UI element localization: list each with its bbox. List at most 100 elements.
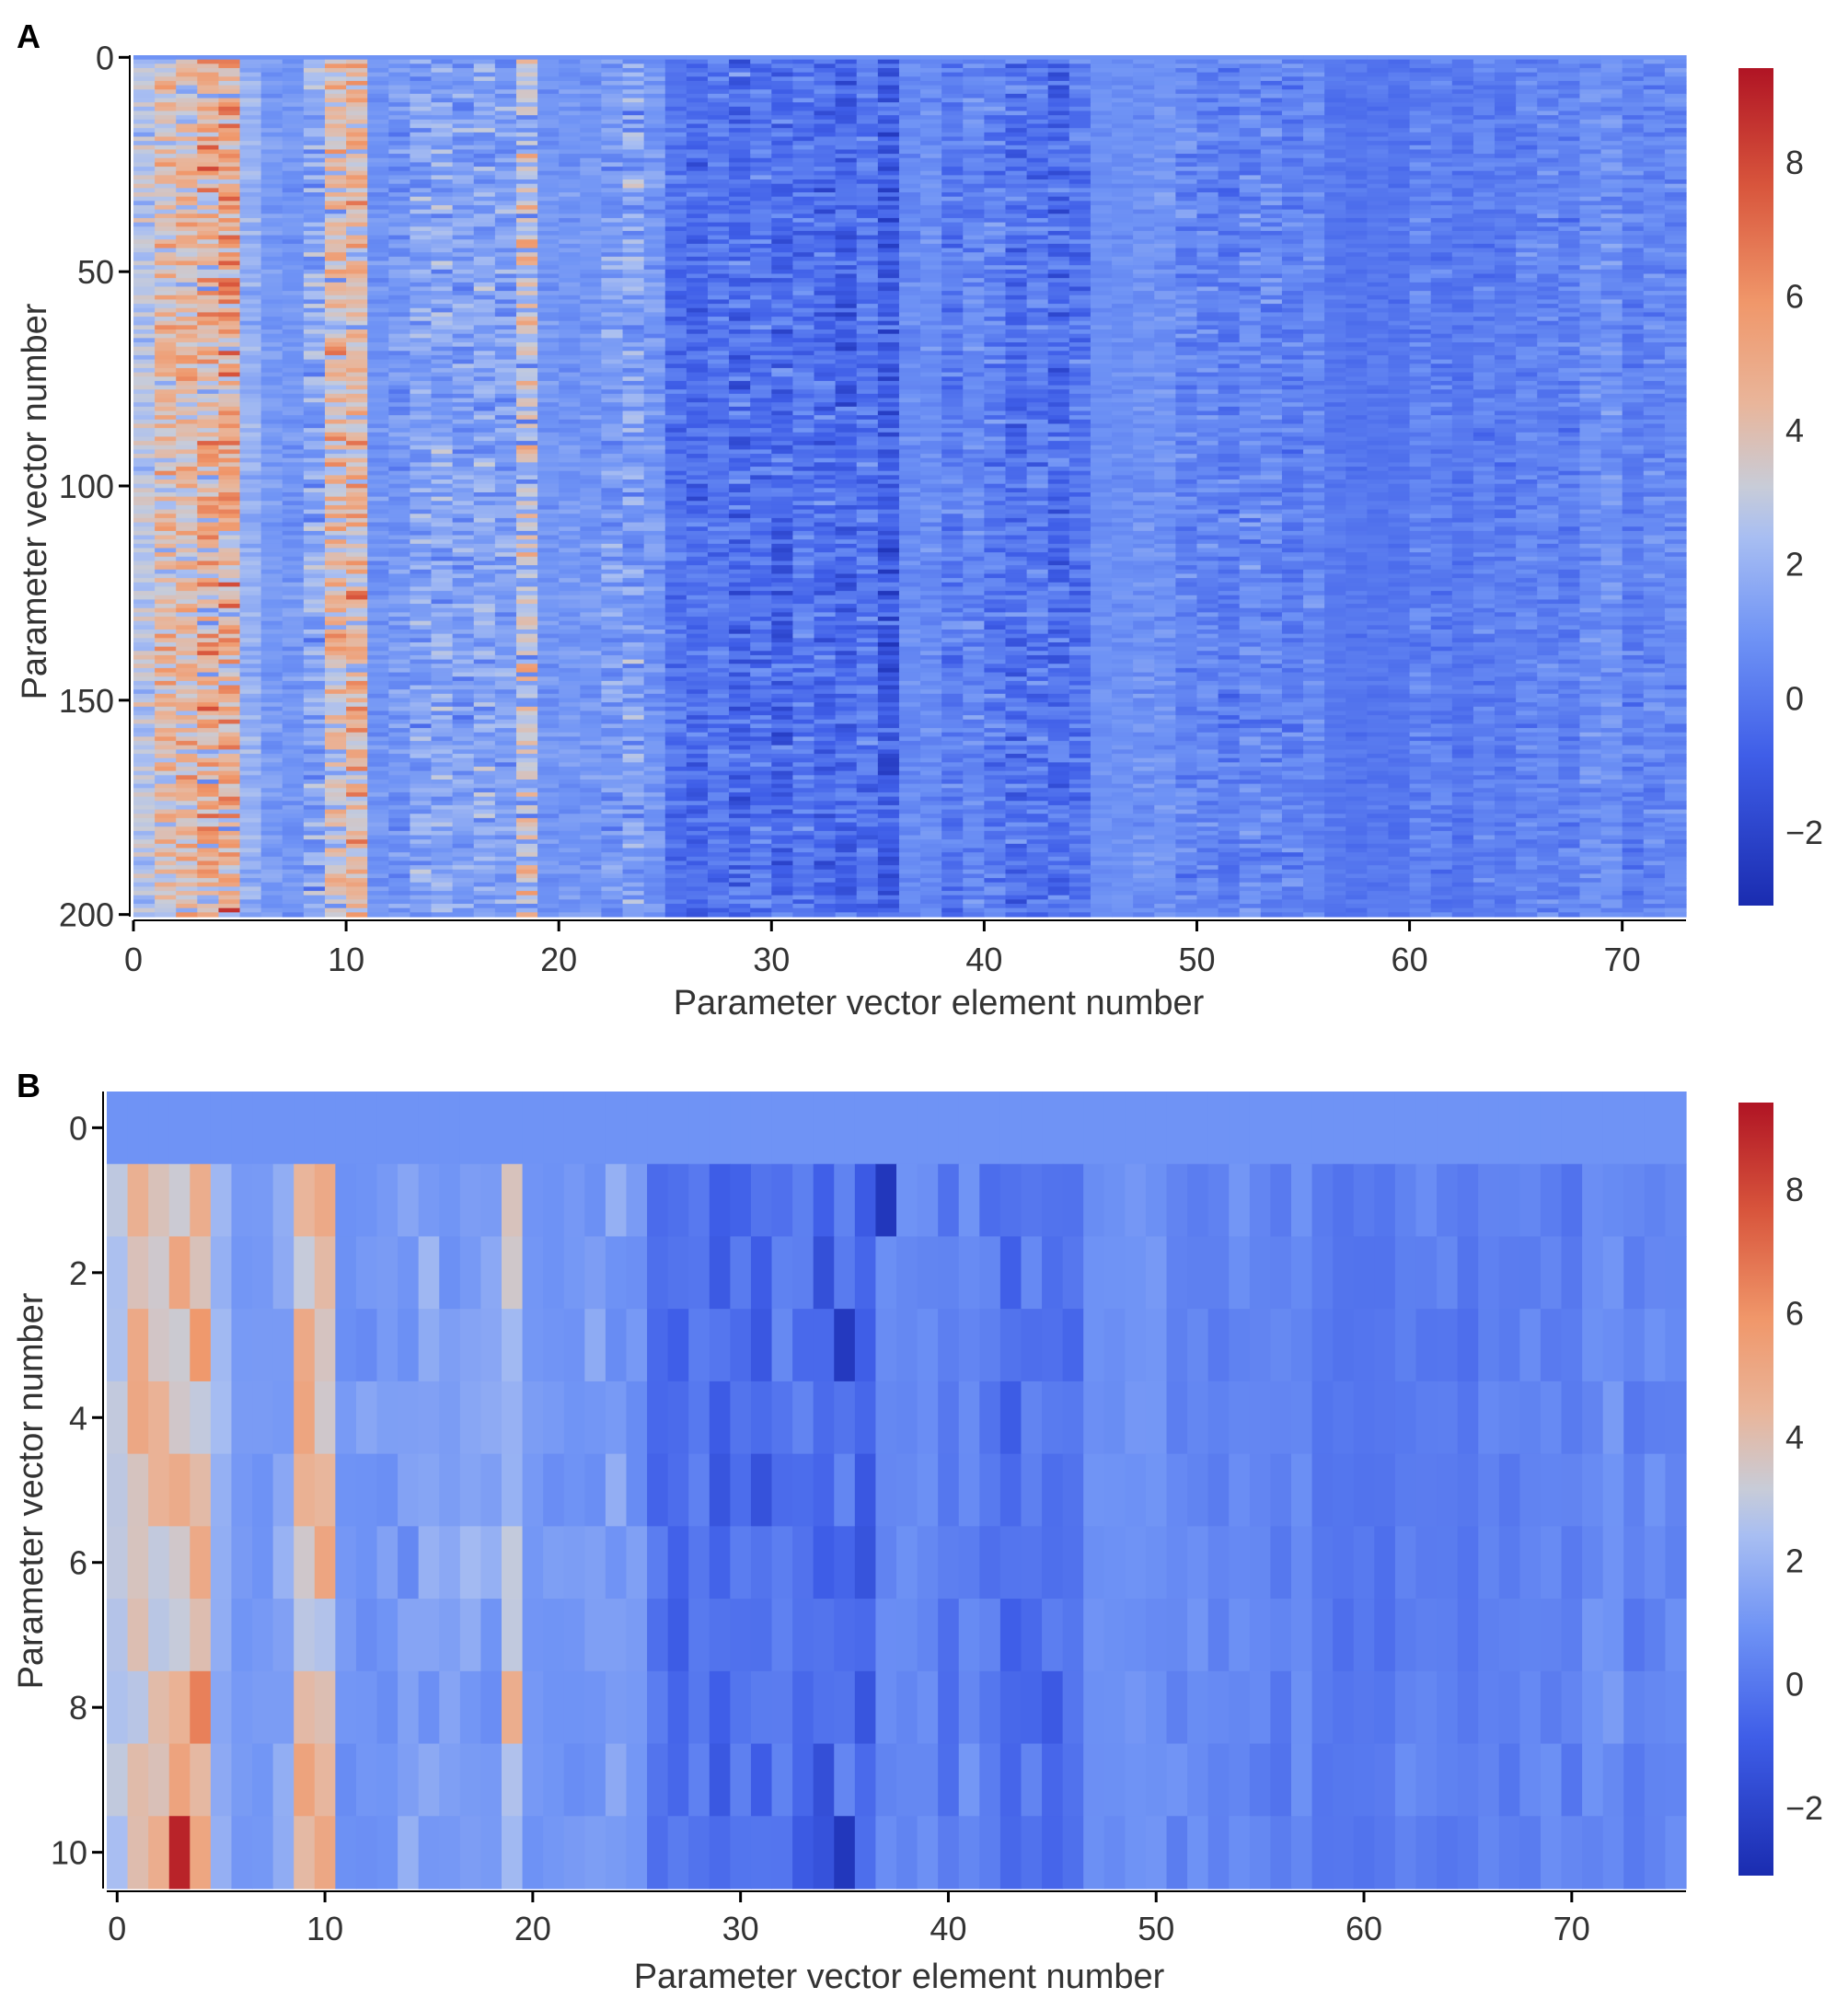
heat-cell	[686, 338, 709, 343]
heat-cell	[580, 115, 603, 121]
heat-cell	[260, 239, 283, 245]
heat-cell	[537, 299, 560, 305]
heat-cell	[473, 282, 496, 288]
heat-cell	[1154, 110, 1176, 116]
heat-cell	[367, 76, 389, 82]
heat-cell	[282, 154, 305, 159]
heat-cell	[1558, 273, 1581, 279]
heat-cell	[1664, 304, 1687, 309]
heat-cell	[1451, 149, 1474, 155]
heat-cell	[963, 72, 985, 77]
heat-cell	[814, 162, 837, 168]
heat-cell	[1346, 175, 1368, 180]
heat-cell	[1430, 239, 1453, 245]
heat-cell	[877, 98, 900, 103]
heat-cell	[1324, 183, 1346, 189]
heat-cell	[1579, 312, 1602, 318]
heat-cell	[941, 226, 964, 232]
heat-cell	[814, 273, 837, 279]
heat-cell	[941, 269, 964, 275]
heat-cell	[622, 226, 645, 232]
heat-cell	[1133, 157, 1155, 164]
heat-cell	[898, 325, 921, 330]
heat-cell	[367, 136, 389, 142]
heat-cell	[1622, 222, 1645, 227]
heat-cell	[1643, 98, 1666, 103]
heat-cell	[1026, 217, 1049, 224]
heat-cell	[1346, 291, 1368, 296]
heat-cell	[941, 338, 964, 343]
heat-cell	[1600, 167, 1623, 172]
heat-cell	[431, 269, 454, 275]
heat-cell	[622, 67, 645, 74]
heat-cell	[601, 154, 624, 159]
heat-cell	[197, 188, 220, 193]
heat-cell	[920, 59, 942, 64]
heat-cell	[707, 93, 730, 99]
heat-cell	[473, 188, 496, 193]
heat-cell	[1239, 154, 1262, 159]
heat-cell	[835, 217, 858, 224]
heat-cell	[877, 248, 900, 253]
heat-cell	[1346, 132, 1368, 138]
heat-cell	[920, 119, 942, 125]
heat-cell	[494, 278, 517, 283]
heat-cell	[835, 304, 858, 309]
heat-cell	[494, 256, 517, 262]
heat-cell	[1388, 144, 1411, 151]
heat-cell	[473, 346, 496, 352]
heat-cell	[1388, 115, 1411, 121]
heat-cell	[1409, 252, 1432, 258]
heat-cell	[1175, 188, 1198, 193]
heat-cell	[835, 144, 858, 151]
heat-cell	[750, 256, 772, 262]
heat-cell	[1558, 110, 1581, 116]
heat-cell	[218, 98, 241, 103]
heat-cell	[197, 214, 220, 219]
heat-cell	[835, 64, 858, 69]
heat-cell	[1303, 286, 1325, 292]
heat-cell	[877, 136, 900, 142]
heat-cell	[963, 235, 985, 240]
heat-cell	[1175, 329, 1198, 335]
heat-cell	[1473, 157, 1496, 164]
heat-cell	[1196, 132, 1219, 138]
heat-cell	[537, 226, 560, 232]
heat-cell	[473, 338, 496, 343]
heat-cell	[1430, 64, 1453, 69]
heat-cell	[218, 214, 241, 219]
heat-cell	[664, 85, 687, 90]
heat-cell	[792, 252, 815, 258]
heat-cell	[1281, 67, 1304, 74]
heat-cell	[1495, 307, 1517, 314]
heat-cell	[771, 291, 793, 296]
heat-cell	[303, 55, 326, 61]
heat-cell	[537, 167, 560, 172]
heat-cell	[1324, 226, 1346, 232]
heat-cell	[580, 55, 603, 61]
heat-cell	[1260, 89, 1283, 95]
heat-cell	[941, 154, 964, 159]
heat-cell	[580, 222, 603, 227]
heat-cell	[559, 304, 581, 309]
heat-cell	[473, 149, 496, 155]
heat-cell	[324, 123, 347, 129]
heat-cell	[1303, 209, 1325, 214]
heat-cell	[367, 85, 389, 90]
heat-cell	[792, 235, 815, 240]
heat-cell	[324, 188, 347, 193]
heat-cell	[601, 317, 624, 322]
heat-cell	[367, 286, 389, 292]
heat-cell	[1622, 235, 1645, 240]
heat-cell	[771, 252, 793, 258]
heat-cell	[346, 325, 368, 330]
heat-cell	[580, 106, 603, 112]
heat-cell	[1367, 144, 1390, 151]
heat-cell	[1133, 209, 1155, 214]
heat-cell	[1324, 243, 1346, 249]
heat-cell	[346, 320, 368, 326]
heat-cell	[1537, 214, 1559, 219]
heat-cell	[494, 149, 517, 155]
heat-cell	[1196, 209, 1219, 214]
heat-cell	[984, 167, 1007, 172]
